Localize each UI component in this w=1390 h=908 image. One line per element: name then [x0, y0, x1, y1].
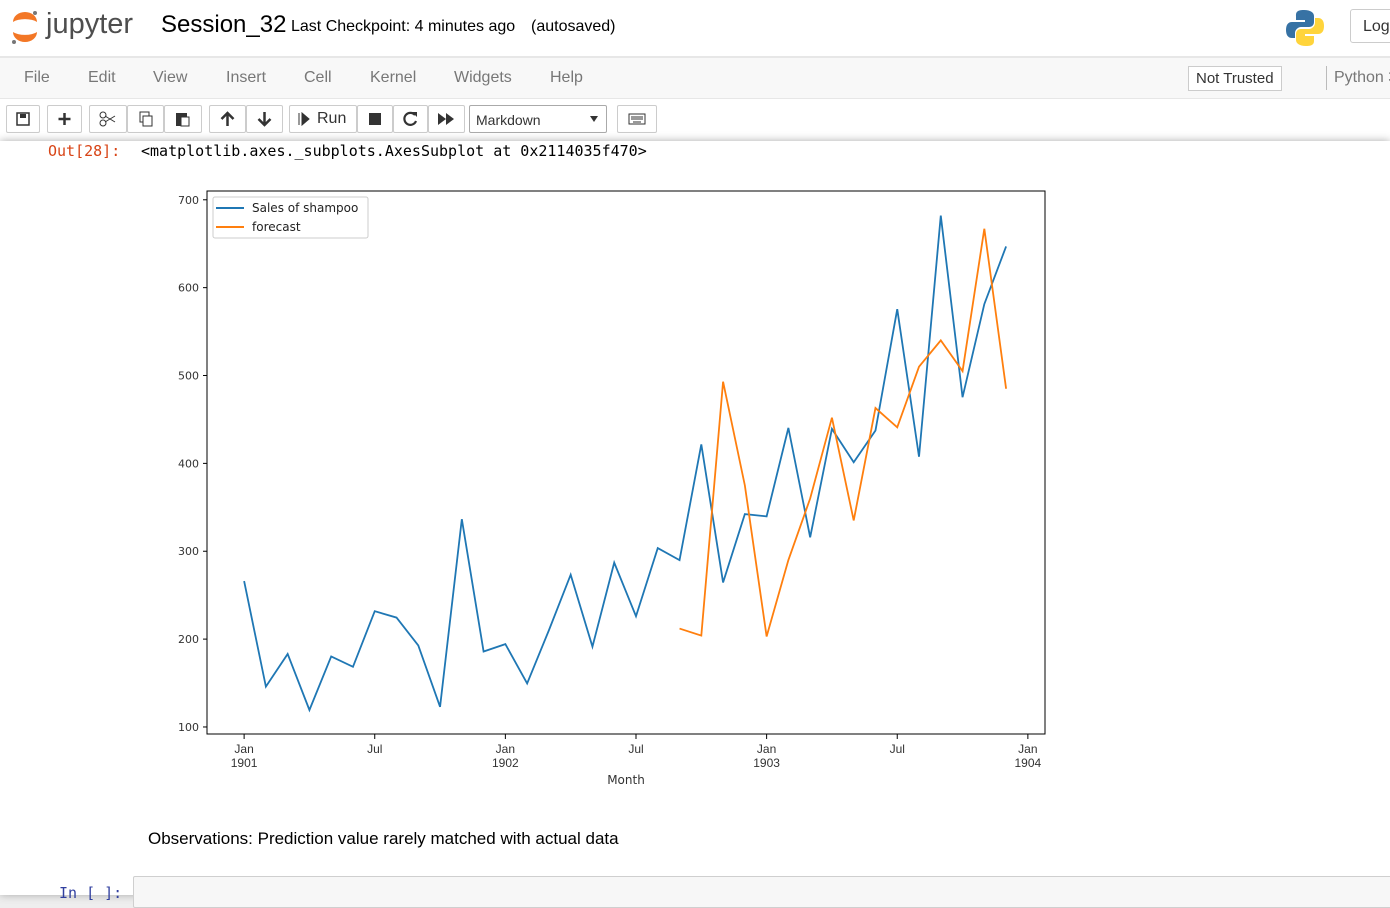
y-tick-label: 500: [178, 370, 199, 383]
y-tick-label: 300: [178, 545, 199, 558]
x-tick-label: Jan 1903: [753, 742, 780, 770]
menu-item[interactable]: Edit: [88, 69, 116, 86]
cell-type-label: Markdown: [476, 112, 541, 128]
interrupt-button[interactable]: [357, 105, 393, 133]
menu-item[interactable]: File: [24, 69, 50, 86]
markdown-text: Observations: Prediction value rarely ma…: [148, 829, 619, 848]
x-axis-label: Month: [607, 773, 645, 787]
cut-button[interactable]: [89, 105, 127, 133]
legend-label: forecast: [252, 220, 301, 234]
plot-area: [206, 190, 1046, 735]
run-button[interactable]: Run: [289, 105, 357, 133]
save-button[interactable]: [6, 105, 40, 133]
insert-cell-button[interactable]: [47, 105, 82, 133]
python-logo: [1286, 10, 1324, 46]
header: jupyter Session_32 Last Checkpoint: 4 mi…: [0, 0, 1390, 57]
x-tick-label: Jan 1901: [230, 742, 258, 770]
output-text: <matplotlib.axes._subplots.AxesSubplot a…: [141, 142, 647, 160]
code-cell-input[interactable]: [133, 876, 1390, 908]
menu-item[interactable]: Insert: [226, 69, 267, 86]
run-label: Run: [317, 110, 347, 127]
copy-button[interactable]: [127, 105, 164, 133]
menu-item[interactable]: View: [153, 69, 188, 86]
toolbar: Run Markdown: [0, 99, 1390, 141]
notebook-name[interactable]: Session_32: [161, 11, 287, 38]
y-tick-label: 100: [178, 721, 199, 734]
cell-type-select[interactable]: Markdown: [469, 105, 607, 133]
y-tick-label: 600: [178, 282, 199, 295]
run-all-button[interactable]: [428, 105, 465, 133]
menu-item[interactable]: Help: [550, 69, 583, 86]
menu-item[interactable]: Kernel: [370, 69, 417, 86]
series-line: [679, 228, 1007, 637]
restart-button[interactable]: [393, 105, 428, 133]
x-tick-label: Jul: [889, 742, 905, 756]
chart: 100 200 300 400 500 600 700 Month Sales of shamp…: [178, 190, 1046, 787]
paste-button[interactable]: [164, 105, 202, 133]
menu-item[interactable]: Widgets: [454, 69, 512, 86]
autosave: (autosaved): [531, 18, 616, 35]
menubar: File Edit View Insert Cell Kernel Widgets Help …: [0, 57, 1390, 99]
x-tick-label: Jul: [628, 742, 644, 756]
y-tick-label: 200: [178, 633, 199, 646]
y-tick-label: 700: [178, 194, 199, 207]
move-up-button[interactable]: [209, 105, 246, 133]
chart-container: 100 200 300 400 500 600 700 Month Sales of shamp…: [150, 175, 1060, 800]
trusted-indicator[interactable]: Not Trusted: [1188, 66, 1282, 91]
legend-label: Sales of shampoo: [252, 201, 358, 215]
logo-text[interactable]: jupyter: [46, 8, 134, 40]
logout-button[interactable]: Logout: [1350, 9, 1390, 43]
keyboard-button[interactable]: [617, 105, 657, 133]
legend-box: [212, 196, 369, 239]
x-tick-label: Jan 1902: [492, 742, 519, 770]
move-down-button[interactable]: [246, 105, 283, 133]
jupyter-logo-icon: [12, 11, 37, 44]
x-tick-label: Jan 1904: [1014, 742, 1042, 770]
menu-item[interactable]: Cell: [304, 69, 332, 86]
output-prompt: Out[28]:: [48, 142, 121, 160]
input-prompt: In [ ]:: [59, 884, 123, 902]
x-tick-label: Jul: [367, 742, 383, 756]
kernel-indicator: Python 3: [1334, 69, 1390, 86]
y-tick-label: 400: [178, 457, 199, 470]
checkpoint: Last Checkpoint: 4 minutes ago: [291, 18, 516, 35]
